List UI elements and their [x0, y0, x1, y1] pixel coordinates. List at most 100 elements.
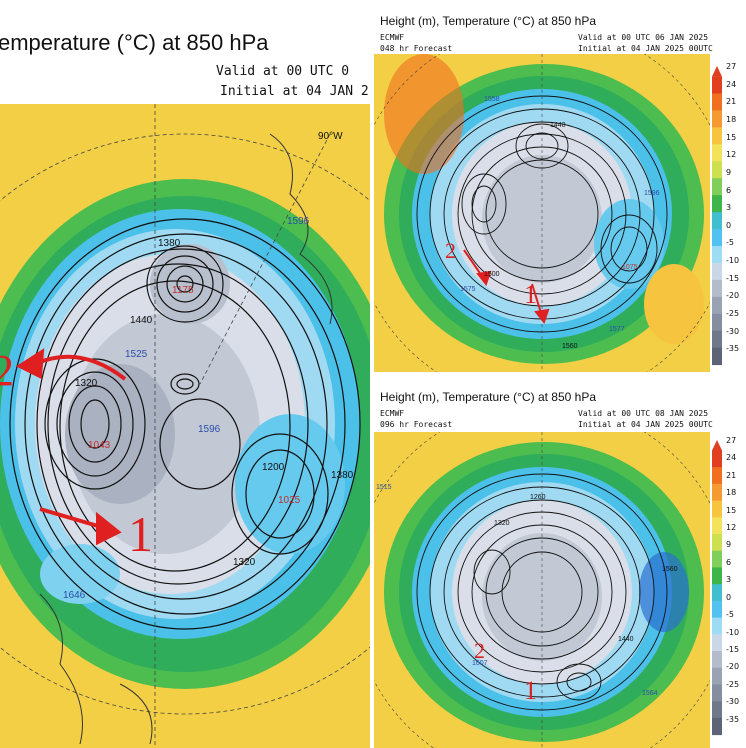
colorbar-labels: 27 24 21 18 15 12 9 6 3 0 -5 -10 -15 -20 -25 -30 -35	[726, 434, 746, 744]
high-label: 1558	[484, 96, 500, 103]
colorbar-swatch	[712, 651, 722, 669]
colorbar-tick-label: 9	[726, 167, 732, 177]
high-label: 1515	[376, 484, 392, 491]
contour-label: 1200	[262, 462, 285, 473]
bottom-initial: Initial at 04 JAN 2025 00UTC	[578, 420, 713, 429]
lon-label: 90°W	[318, 131, 343, 142]
annotation-2: 2	[474, 638, 485, 663]
colorbar-swatch	[712, 667, 722, 685]
annotation-1: 1	[524, 676, 537, 705]
colorbar-swatch	[712, 161, 722, 179]
colorbar-tick-label: 15	[726, 505, 737, 515]
contour-label: 1320	[494, 520, 510, 527]
low-label: 1175	[172, 285, 194, 296]
colorbar-tick-label: -15	[726, 644, 740, 654]
colorbar-tick-label: 9	[726, 540, 732, 550]
colorbar-swatch	[712, 93, 722, 111]
colorbar-tick-label: 0	[726, 220, 732, 230]
low-label: 1043	[88, 440, 111, 451]
contour-label: 1440	[130, 315, 153, 326]
high-label: 1646	[63, 590, 86, 601]
colorbar-tick-label: -20	[726, 291, 740, 301]
bottom-forecast: 096 hr Forecast	[380, 420, 453, 429]
bottom-right-map	[374, 432, 710, 748]
colorbar-swatch	[712, 717, 722, 736]
annotation-1: 1	[128, 506, 153, 562]
colorbar-tick-label: 24	[726, 79, 737, 89]
colorbar-swatch	[712, 279, 722, 298]
colorbar-cap	[712, 66, 722, 77]
colorbar-swatch	[712, 600, 722, 619]
panel-divider	[370, 0, 372, 748]
colorbar-swatch	[712, 450, 722, 468]
colorbar-tick-label: -35	[726, 714, 740, 724]
colorbar-swatch	[712, 212, 722, 230]
high-label: 1564	[642, 690, 658, 697]
contour-label: 1500	[484, 271, 500, 278]
contour-label: 1320	[75, 378, 98, 389]
colorbar-labels: 27 24 21 18 15 12 9 6 3 0 -5 -10 -15 -20 -25 -30 -35	[726, 60, 746, 372]
colorbar-gradient	[712, 440, 722, 736]
colorbar-swatch	[712, 76, 722, 95]
colorbar-tick-label: 18	[726, 488, 737, 498]
annotation-1: 1	[524, 280, 537, 309]
top-title: Height (m), Temperature (°C) at 850 hPa	[380, 14, 596, 28]
colorbar-tick-label: -25	[726, 679, 740, 689]
colorbar-tick-label: 24	[726, 453, 737, 463]
high-label: 1596	[198, 424, 221, 435]
colorbar-cap	[712, 440, 722, 451]
colorbar-swatch	[712, 617, 722, 635]
colorbar-swatch	[712, 500, 722, 518]
colorbar-gradient	[712, 66, 722, 366]
colorbar-tick-label: 12	[726, 523, 737, 533]
contour-label: 1440	[618, 636, 634, 643]
high-label: 1525	[125, 349, 148, 360]
high-label: 1596	[644, 190, 660, 197]
colorbar-tick-label: 21	[726, 470, 737, 480]
colorbar-swatch	[712, 110, 722, 128]
bottom-model: ECMWF	[380, 409, 405, 418]
left-valid-text: Valid at 00 UTC 0	[216, 64, 350, 79]
colorbar-tick-label: 12	[726, 150, 737, 160]
colorbar-tick-label: -5	[726, 610, 734, 620]
top-model: ECMWF	[380, 33, 405, 42]
contour-label: 1560	[562, 343, 578, 350]
colorbar-tick-label: 0	[726, 592, 732, 602]
left-map	[0, 104, 370, 748]
contour-label: 1320	[233, 557, 256, 568]
top-initial: Initial at 04 JAN 2025 00UTC	[578, 44, 713, 53]
colorbar-swatch	[712, 144, 722, 162]
colorbar-swatch	[712, 584, 722, 602]
bottom-valid: Valid at 00 UTC 08 JAN 2025	[578, 409, 709, 418]
colorbar-swatch	[712, 229, 722, 247]
colorbar: 27 24 21 18 15 12 9 6 3 0 -5 -10 -15 -20 -25 -30 -35	[712, 60, 746, 372]
left-initial-text: Initial at 04 JAN 2	[220, 84, 369, 99]
colorbar-tick-label: -30	[726, 697, 740, 707]
high-label: 1577	[609, 326, 625, 333]
bottom-title: Height (m), Temperature (°C) at 850 hPa	[380, 390, 596, 404]
colorbar-tick-label: 21	[726, 97, 737, 107]
colorbar-tick-label: 15	[726, 132, 737, 142]
high-label: 1607	[472, 660, 488, 667]
contour-label: 1380	[331, 470, 354, 481]
colorbar-tick-label: -25	[726, 309, 740, 319]
colorbar-swatch	[712, 467, 722, 485]
colorbar-tick-label: 6	[726, 557, 732, 567]
colorbar-swatch	[712, 296, 722, 315]
colorbar-tick-label: -15	[726, 273, 740, 283]
top-right-panel: Height (m), Temperature (°C) at 850 hPa …	[372, 0, 746, 374]
colorbar-swatch	[712, 330, 722, 349]
annotation-2: 2	[445, 238, 456, 263]
top-right-map	[374, 54, 710, 372]
colorbar-swatch	[712, 550, 722, 568]
colorbar-swatch	[712, 127, 722, 145]
colorbar-tick-label: -10	[726, 256, 740, 266]
colorbar-swatch	[712, 262, 722, 281]
colorbar-swatch	[712, 246, 722, 264]
contour-label: 1560	[662, 566, 678, 573]
colorbar-tick-label: 27	[726, 62, 737, 71]
top-forecast: 048 hr Forecast	[380, 44, 453, 53]
high-label: 1596	[287, 216, 310, 227]
contour-label: 1380	[158, 238, 181, 249]
left-map-panel: emperature (°C) at 850 hPa Valid at 00 U…	[0, 0, 370, 748]
